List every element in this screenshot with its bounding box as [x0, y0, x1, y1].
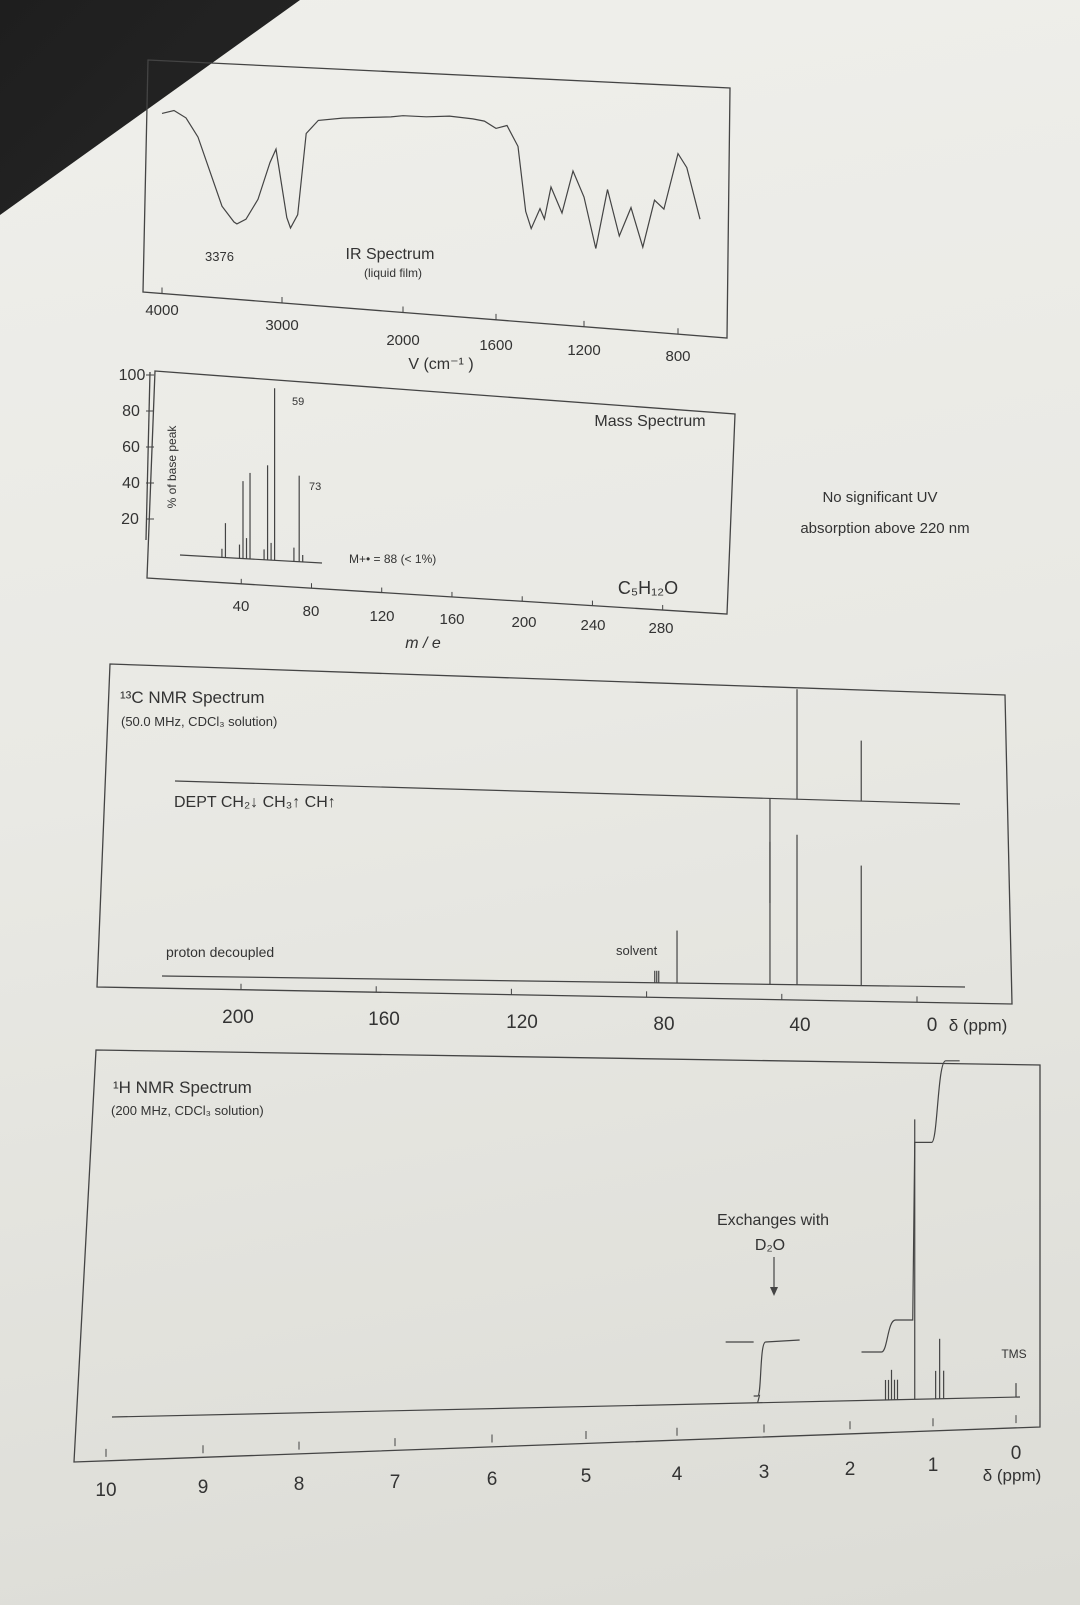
ir-trace — [161, 109, 701, 250]
ir-tick-marks — [161, 287, 679, 335]
decoupled-label: proton decoupled — [166, 944, 274, 960]
ms-xtick-240: 240 — [580, 617, 605, 634]
h1-axis-label: δ (ppm) — [983, 1466, 1042, 1485]
exchange-arrow — [770, 1257, 778, 1296]
ir-tick-4000: 4000 — [145, 302, 178, 319]
uv-note-line1: No significant UV — [822, 489, 937, 506]
decoupled-baseline — [161, 975, 966, 988]
ir-peak-label: 3376 — [205, 249, 234, 264]
ms-title: Mass Spectrum — [594, 413, 705, 430]
ms-ytick-80: 80 — [122, 403, 140, 420]
c13-tick-160: 160 — [368, 1009, 400, 1030]
ms-ytick-20: 20 — [121, 511, 139, 528]
uv-note: No significant UV absorption above 220 n… — [800, 489, 969, 537]
dept-label: DEPT CH₂↓ CH₃↑ CH↑ — [174, 794, 336, 811]
h1-tick-4: 4 — [672, 1464, 683, 1485]
exchange-note-line2: D₂O — [755, 1237, 785, 1254]
c13-title: ¹³C NMR Spectrum — [120, 688, 265, 707]
ms-xlabel: m / e — [405, 635, 441, 652]
solvent-label: solvent — [616, 943, 658, 958]
c13-subtitle: (50.0 MHz, CDCl₃ solution) — [121, 714, 277, 729]
ms-formula: C₅H₁₂O — [618, 578, 678, 598]
dept-baseline — [174, 780, 961, 805]
c13-tick-200: 200 — [222, 1007, 254, 1028]
ms-ytick-100: 100 — [119, 367, 146, 384]
ir-title: IR Spectrum — [346, 246, 435, 263]
ms-xtick-160: 160 — [439, 611, 464, 628]
ir-frame — [142, 59, 731, 339]
c13-peaks — [654, 689, 862, 986]
ms-xtick-280: 280 — [648, 620, 673, 637]
h1-tick-7: 7 — [390, 1472, 401, 1493]
ir-tick-800: 800 — [665, 348, 690, 365]
ms-frame — [146, 370, 736, 615]
uv-note-line2: absorption above 220 nm — [800, 520, 969, 537]
ir-tick-3000: 3000 — [265, 317, 298, 334]
c13-tick-80: 80 — [653, 1014, 674, 1035]
h1-baseline — [111, 1396, 1021, 1418]
ms-ylabel: % of base peak — [165, 425, 179, 509]
ir-tick-2000: 2000 — [386, 332, 419, 349]
h1-tick-10: 10 — [95, 1480, 116, 1501]
h1-title: ¹H NMR Spectrum — [113, 1078, 252, 1097]
ms-y-tick-marks — [146, 374, 154, 520]
h1-nmr-panel: ¹H NMR Spectrum (200 MHz, CDCl₃ solution… — [73, 1049, 1042, 1501]
h1-tick-marks — [105, 1415, 1017, 1457]
h1-integral-trace — [725, 1060, 960, 1397]
ir-tick-1600: 1600 — [479, 337, 512, 354]
ms-xtick-40: 40 — [233, 598, 250, 615]
h1-tick-1: 1 — [928, 1455, 939, 1476]
exchange-note-line1: Exchanges with — [717, 1212, 829, 1229]
ir-subtitle: (liquid film) — [364, 266, 422, 280]
h1-tick-3: 3 — [759, 1462, 770, 1483]
h1-tick-9: 9 — [198, 1477, 209, 1498]
mass-spectrum-panel: 100 80 60 40 20 % of base peak 59 73 M+•… — [119, 367, 736, 652]
c13-tick-marks — [240, 983, 918, 1003]
c13-tick-40: 40 — [789, 1015, 810, 1036]
ms-baseline — [179, 554, 323, 564]
ms-molecular-ion: M+• = 88 (< 1%) — [349, 552, 436, 566]
h1-tick-5: 5 — [581, 1466, 592, 1487]
ms-xtick-80: 80 — [303, 603, 320, 620]
h1-frame — [73, 1049, 1041, 1463]
h1-oh-peak — [757, 1394, 761, 1403]
h1-subtitle: (200 MHz, CDCl₃ solution) — [111, 1103, 264, 1118]
c13-tick-120: 120 — [506, 1012, 538, 1033]
c13-tick-0: 0 — [927, 1015, 938, 1036]
ms-ytick-40: 40 — [122, 475, 140, 492]
ms-x-tick-marks — [240, 578, 664, 610]
ms-ytick-60: 60 — [122, 439, 140, 456]
tms-label: TMS — [1001, 1347, 1026, 1361]
h1-tick-8: 8 — [294, 1474, 305, 1495]
h1-tick-6: 6 — [487, 1469, 498, 1490]
ir-tick-1200: 1200 — [567, 342, 600, 359]
ms-peaks — [221, 388, 304, 562]
ms-peak-label-59: 59 — [292, 396, 304, 408]
c13-axis-label: δ (ppm) — [949, 1016, 1008, 1035]
ir-spectrum-panel: 3376 IR Spectrum (liquid film) 4000 3000… — [142, 59, 731, 373]
h1-peaks — [757, 1119, 1017, 1403]
c13-nmr-panel: ¹³C NMR Spectrum (50.0 MHz, CDCl₃ soluti… — [96, 663, 1013, 1036]
ms-xtick-120: 120 — [369, 608, 394, 625]
ms-peak-label-73: 73 — [309, 481, 321, 493]
h1-tick-0: 0 — [1011, 1443, 1022, 1464]
ms-y-axis — [145, 371, 151, 541]
ir-xlabel: V (cm⁻¹ ) — [408, 356, 473, 373]
c13-frame — [96, 663, 1013, 1005]
h1-tick-2: 2 — [845, 1459, 856, 1480]
ms-xtick-200: 200 — [511, 614, 536, 631]
